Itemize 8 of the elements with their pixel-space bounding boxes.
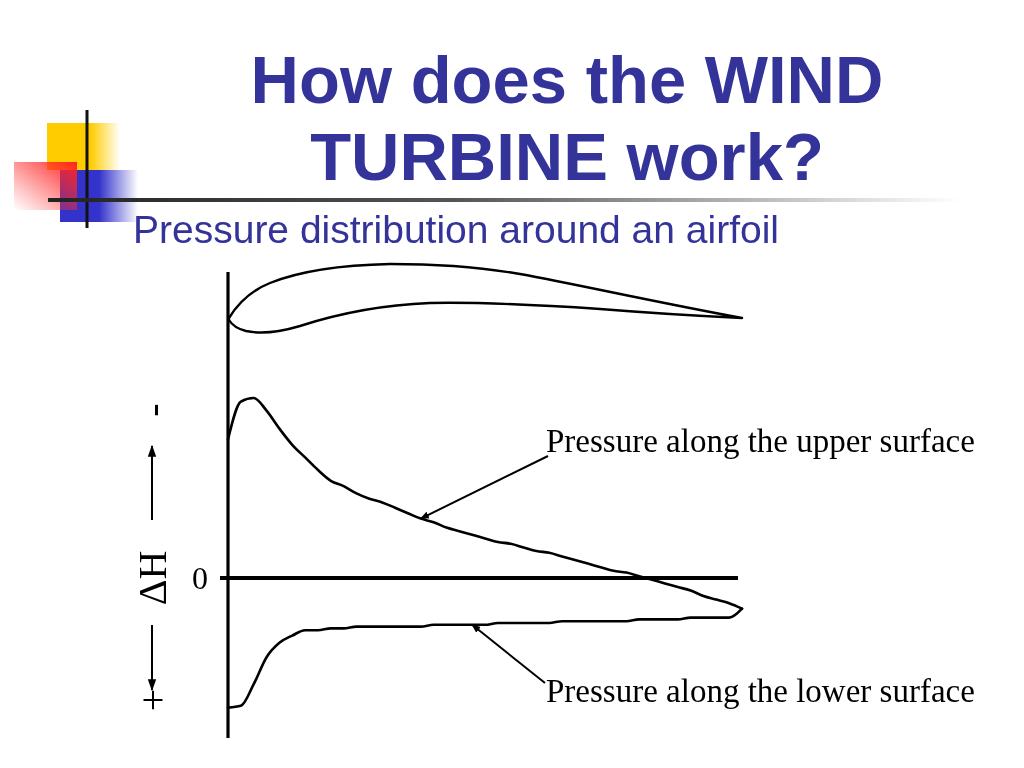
text: + xyxy=(129,688,175,712)
chart-title: How does the WIND TURBINE work? xyxy=(250,42,884,194)
chart-subtitle: Pressure distribution around an airfoil xyxy=(133,208,780,251)
series-label: Pressure along the lower surface xyxy=(546,673,975,709)
text: Pressure along the upper surface xyxy=(546,423,975,459)
text: - xyxy=(129,403,175,417)
y-axis-title: ΔH xyxy=(129,550,175,606)
ref-line-label: 0 xyxy=(192,560,208,596)
